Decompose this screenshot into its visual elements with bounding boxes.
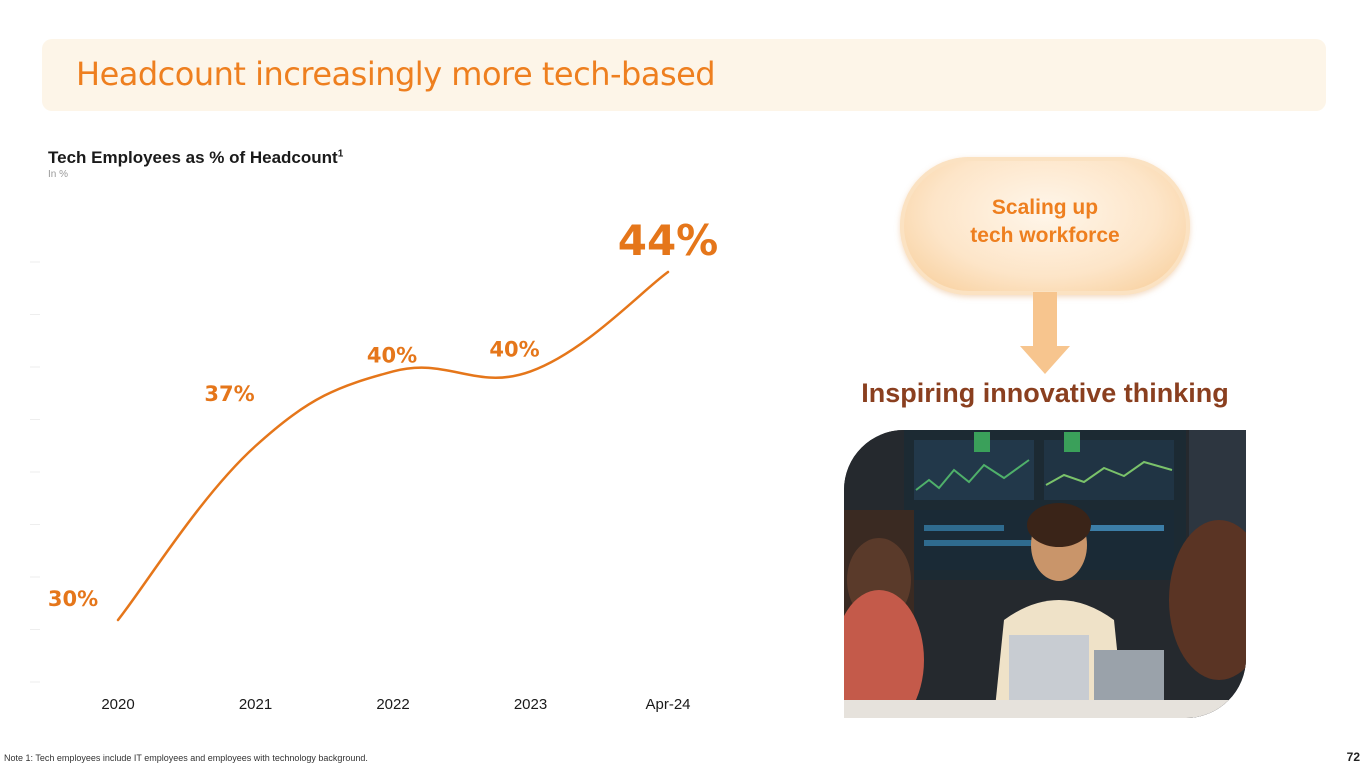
tagline: Inspiring innovative thinking [861, 378, 1229, 408]
chart-title-text: Tech Employees as % of Headcount [48, 148, 338, 167]
series-line [116, 270, 670, 622]
title-bar: Headcount increasingly more tech-based [42, 39, 1326, 111]
callout-line-1: Scaling up [991, 196, 1099, 219]
page-number: 72 [1346, 750, 1360, 764]
down-arrow-stem [1033, 292, 1057, 348]
data-labels: 30% 37% 40% 40% 44% [48, 216, 718, 611]
callout-text: Scaling up tech workforce [900, 194, 1190, 250]
line-chart: 30% 37% 40% 40% 44% 2020 2021 2022 2023 Apr-24 [30, 216, 718, 713]
callout-line-2: tech workforce [970, 224, 1120, 247]
team-meeting-photo [844, 430, 1246, 718]
data-label-2022: 40% [367, 343, 417, 367]
chart-title: Tech Employees as % of Headcount1 [48, 148, 343, 168]
footnote-marker: 1 [337, 148, 344, 160]
chart-subtitle: In % [48, 169, 69, 180]
callout-pill: Scaling up tech workforce [900, 157, 1190, 295]
data-label-2020: 30% [48, 587, 98, 611]
y-axis-tick-marks [30, 261, 40, 683]
data-label-2023: 40% [489, 337, 539, 361]
footnote: Note 1: Tech employees include IT employ… [4, 753, 368, 763]
down-arrow-icon [1020, 346, 1070, 374]
x-label-2023: 2023 [514, 696, 547, 713]
x-label-2020: 2020 [101, 696, 134, 713]
data-label-apr-24: 44% [618, 216, 719, 265]
photo-illustration [844, 430, 1246, 718]
x-axis-labels: 2020 2021 2022 2023 Apr-24 [101, 696, 690, 713]
x-label-2021: 2021 [239, 696, 272, 713]
x-label-apr-24: Apr-24 [645, 696, 690, 713]
data-label-2021: 37% [204, 382, 254, 406]
x-label-2022: 2022 [376, 696, 409, 713]
page-title: Headcount increasingly more tech-based [76, 55, 716, 93]
